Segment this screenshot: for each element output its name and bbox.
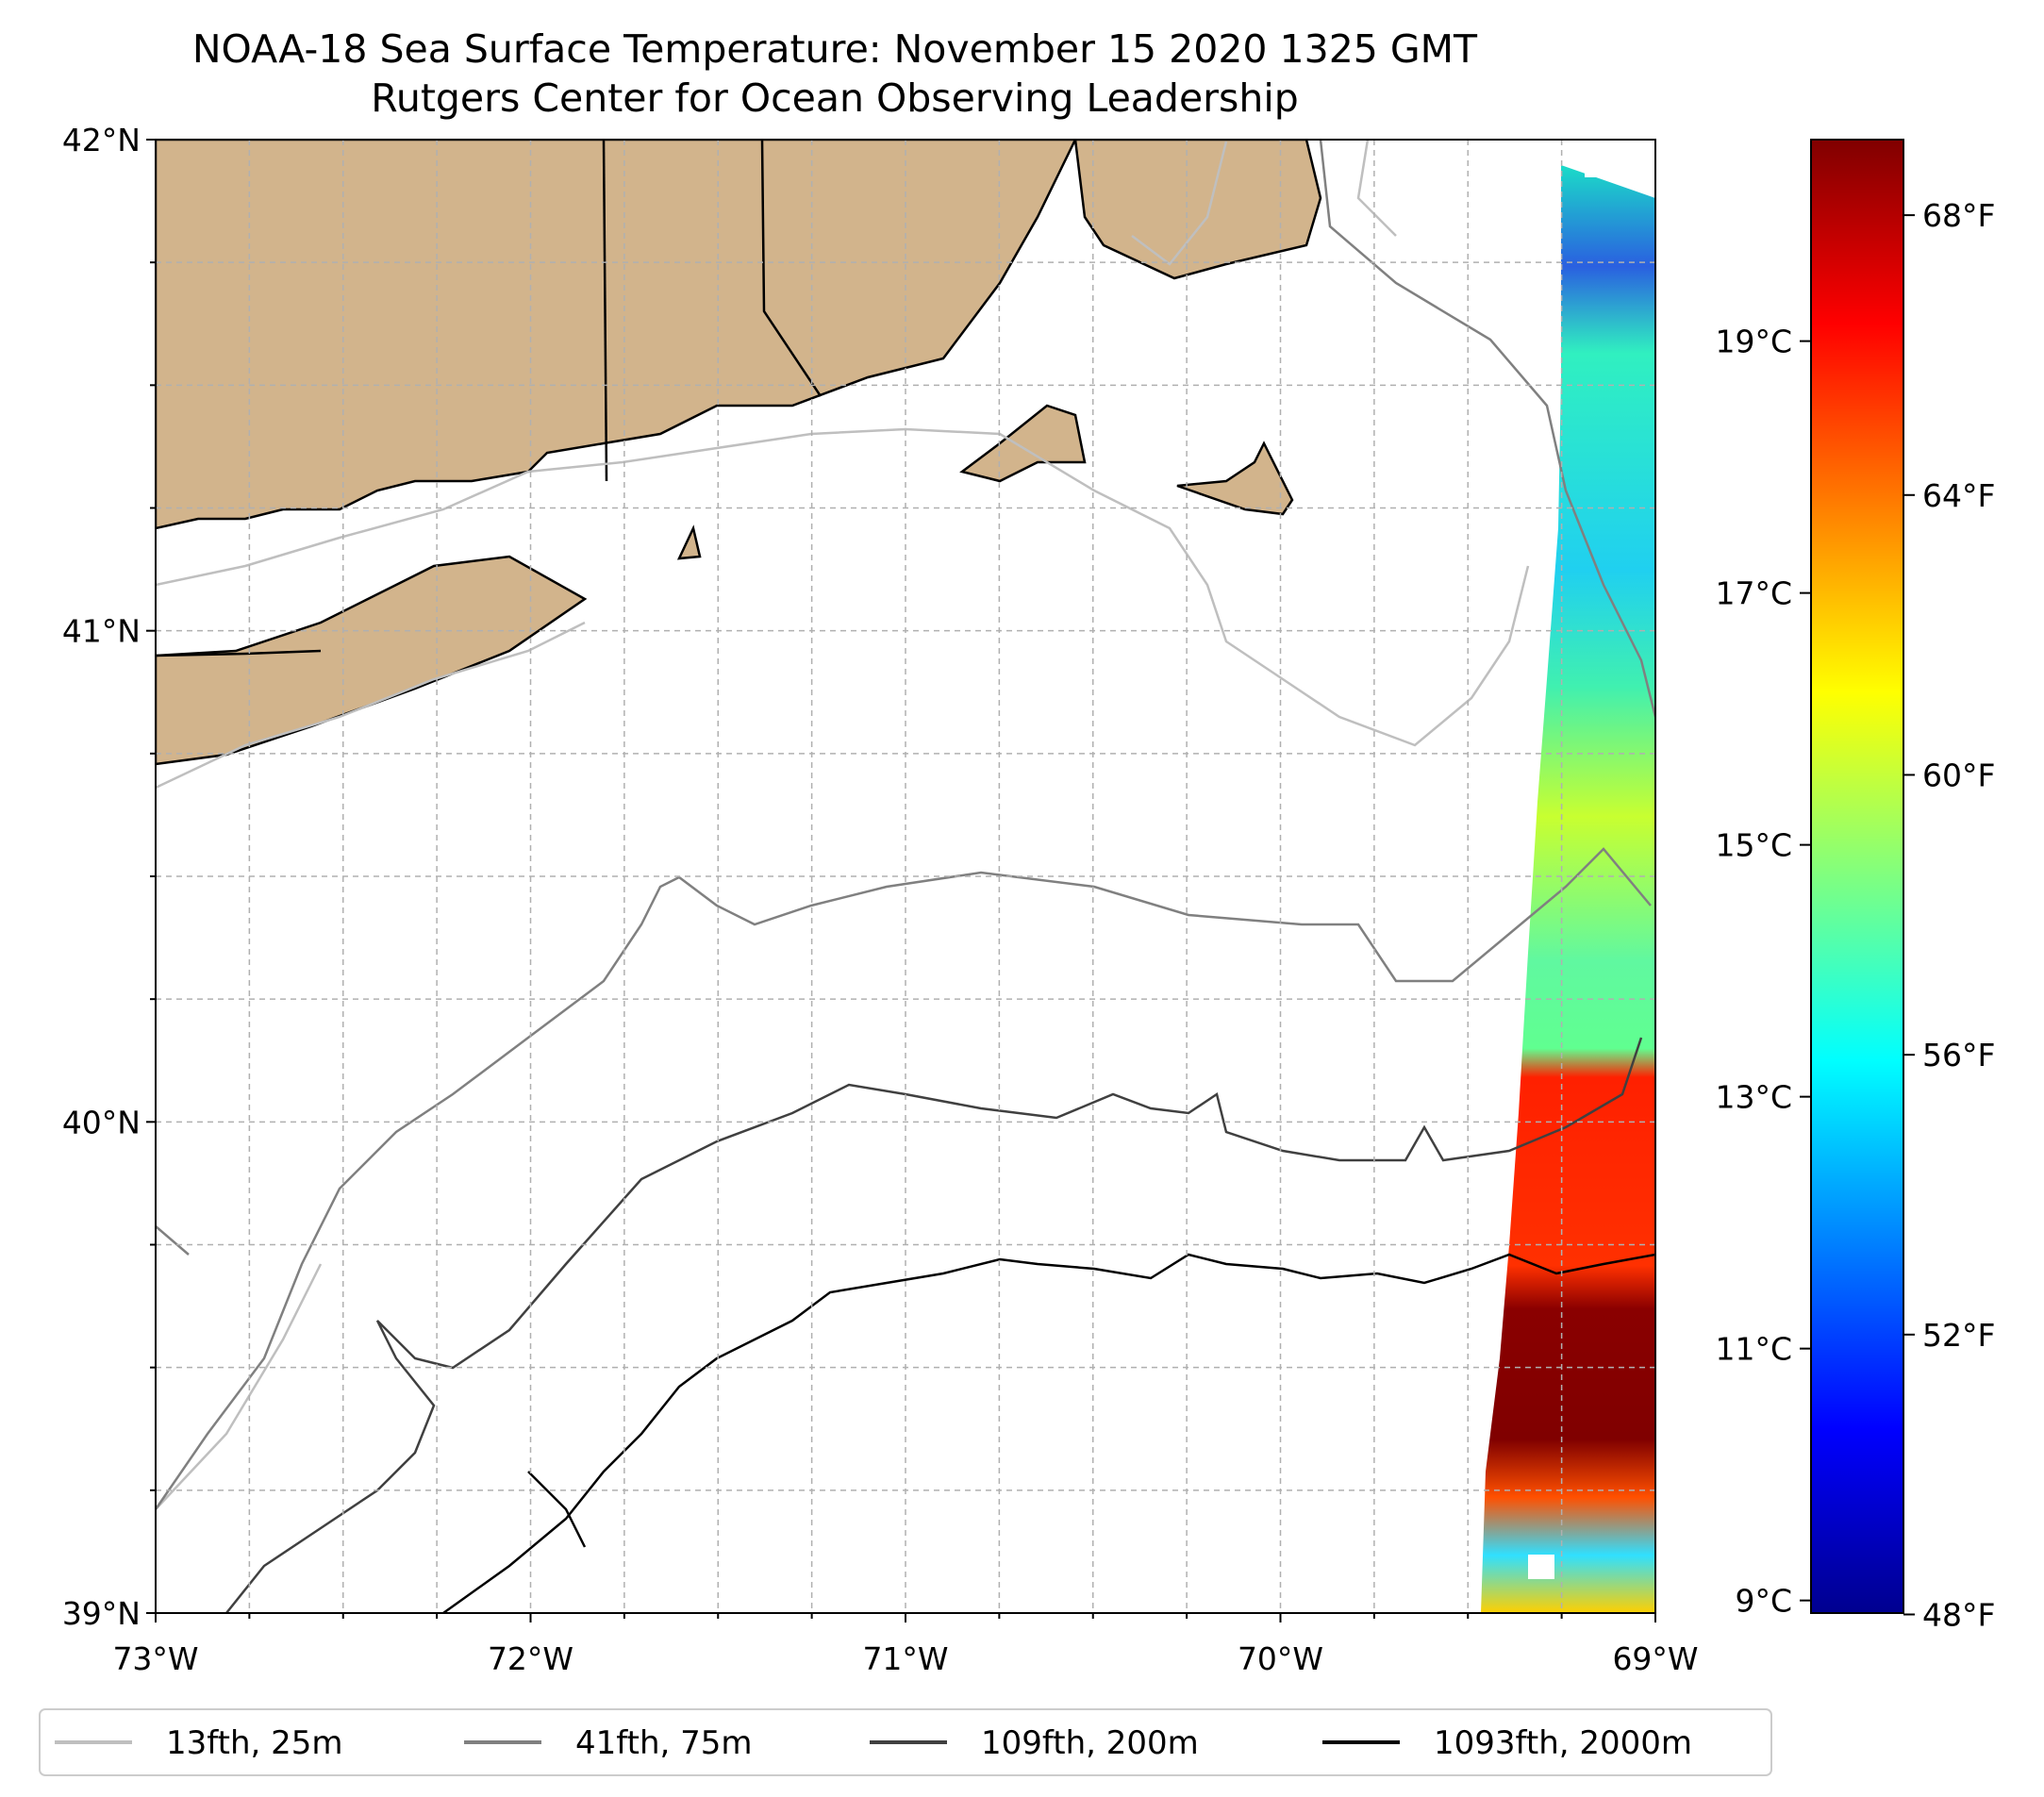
y-tick-label: 39°N (62, 1595, 141, 1632)
state-borders (156, 140, 823, 657)
colorbar-frame (1810, 139, 1904, 1614)
map-title: NOAA-18 Sea Surface Temperature: Novembe… (191, 26, 1478, 72)
legend: 13fth, 25m 41fth, 75m 109fth, 200m 1093fth,… (39, 1708, 1772, 1776)
y-tick-label: 41°N (62, 613, 141, 650)
isobath-2000m (442, 1253, 1655, 1613)
colorbar-celsius-label: 15°C (1715, 827, 1792, 864)
y-tick-label: 42°N (62, 122, 141, 158)
y-tick-label: 40°N (62, 1104, 141, 1140)
colorbar-fahrenheit-label: 64°F (1922, 477, 1995, 514)
colorbar-fahrenheit-label: 56°F (1922, 1037, 1995, 1073)
isobath-25m (156, 140, 1530, 1510)
colorbar-celsius-label: 13°C (1715, 1079, 1792, 1116)
sst-swath (1481, 165, 1655, 1613)
legend-label: 13fth, 25m (166, 1724, 343, 1762)
x-tick-label: 72°W (488, 1640, 573, 1677)
block-island (676, 524, 702, 560)
map-subtitle: Rutgers Center for Ocean Observing Leade… (371, 75, 1299, 121)
colorbar-fahrenheit-label: 48°F (1922, 1596, 1995, 1633)
x-tick-label: 70°W (1238, 1640, 1323, 1677)
colorbar-fahrenheit-label: 60°F (1922, 757, 1995, 793)
x-tick-label: 71°W (862, 1640, 948, 1677)
longitude-axis: 73°W 72°W 71°W 70°W 69°W (112, 1613, 1699, 1677)
colorbar-celsius-label: 11°C (1715, 1331, 1792, 1368)
legend-label: 41fth, 75m (575, 1724, 753, 1762)
new-england-land (156, 140, 1322, 530)
colorbar-celsius-label: 17°C (1715, 575, 1792, 612)
nantucket (1176, 441, 1294, 516)
colorbar-fahrenheit-axis: 48°F 52°F 56°F 60°F 64°F 68°F (1903, 197, 1995, 1633)
colorbar-fahrenheit-label: 52°F (1922, 1317, 1995, 1354)
legend-label: 1093fth, 2000m (1434, 1724, 1692, 1762)
sst-nodata-patch (1528, 1555, 1554, 1579)
colorbar-fahrenheit-label: 68°F (1922, 197, 1995, 234)
isobath-75m (156, 140, 1655, 1510)
x-tick-label: 73°W (112, 1640, 198, 1677)
colorbar (1811, 140, 1903, 1613)
legend-label: 109fth, 200m (981, 1724, 1199, 1762)
colorbar-celsius-label: 19°C (1715, 324, 1792, 360)
x-tick-label: 69°W (1612, 1640, 1698, 1677)
sst-nodata-top (1585, 140, 1655, 177)
colorbar-celsius-axis: 9°C 11°C 13°C 15°C 17°C 19°C (1715, 324, 1811, 1620)
colorbar-celsius-label: 9°C (1735, 1583, 1792, 1620)
marthas-vineyard (959, 404, 1087, 483)
latitude-axis: 42°N 41°N 40°N 39°N (62, 122, 156, 1632)
